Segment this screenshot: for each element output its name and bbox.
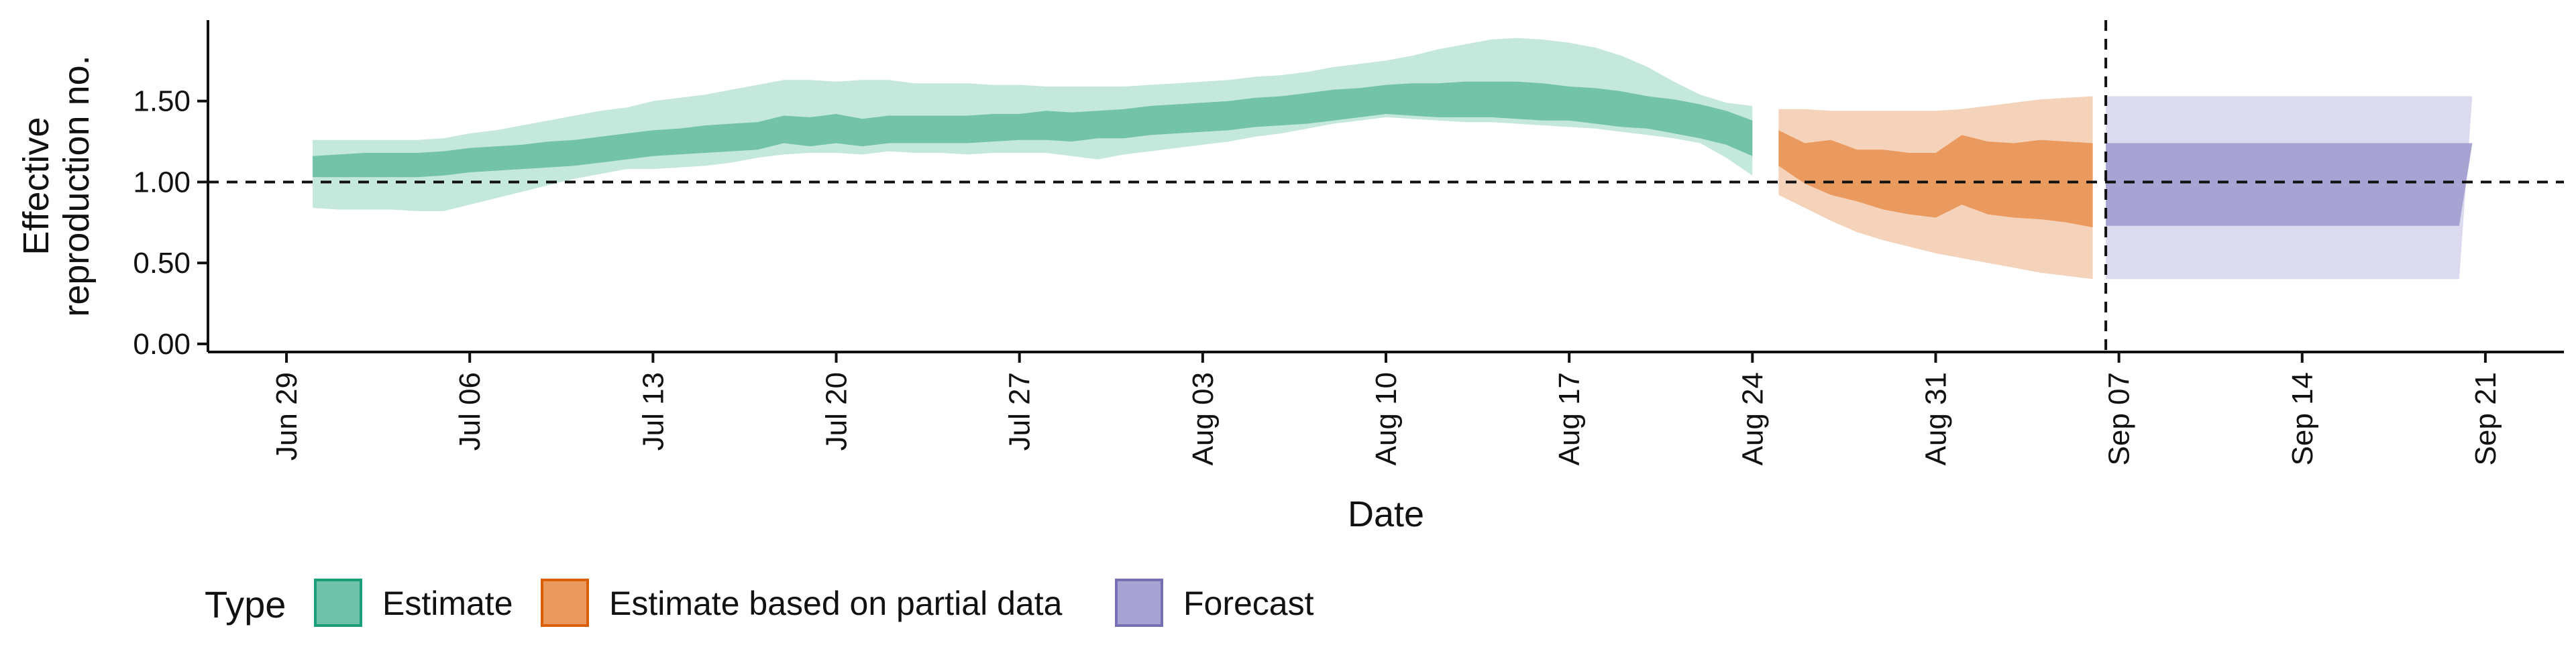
legend-label: Estimate based on partial data (609, 585, 1063, 622)
x-tick-label: Jul 06 (453, 372, 486, 451)
estimate-inner-band (313, 81, 1753, 178)
y-tick-label: 1.50 (133, 85, 191, 118)
axes: 0.00 0.50 1.00 1.50 Jun 29 Jul 06 Jul 13 Jul 20… (16, 20, 2564, 534)
x-tick-label: Jul 20 (820, 372, 853, 451)
x-tick-label: Aug 03 (1187, 372, 1220, 465)
y-axis-title-line: reproduction no. (56, 55, 97, 316)
forecast-inner-band (2106, 143, 2473, 226)
y-tick-label: 0.50 (133, 247, 191, 280)
y-tick-label: 1.00 (133, 166, 191, 198)
reference-lines (208, 20, 2564, 352)
x-tick-label: Aug 17 (1553, 372, 1586, 465)
x-tick-label: Jun 29 (270, 372, 303, 461)
legend-label: Forecast (1183, 585, 1314, 622)
x-tick-label: Sep 21 (2469, 372, 2502, 465)
x-axis-title: Date (1348, 494, 1424, 534)
y-tick-label: 0.00 (133, 328, 191, 361)
x-tick-label: Sep 07 (2103, 372, 2136, 465)
partial-estimate-inner-band (1778, 130, 2093, 228)
x-tick-label: Aug 24 (1736, 372, 1769, 465)
x-tick-label: Jul 13 (637, 372, 669, 451)
y-axis-title-line: Effective (16, 117, 56, 255)
x-tick-label: Jul 27 (1004, 372, 1036, 451)
ribbon-layer (313, 38, 2473, 280)
x-tick-label: Sep 14 (2286, 372, 2319, 465)
legend-key (541, 579, 589, 627)
x-tick-label: Aug 31 (1919, 372, 1952, 465)
legend-key (314, 579, 362, 627)
legend-title: Type (205, 583, 286, 626)
legend-key (1115, 579, 1163, 627)
x-tick-label: Aug 10 (1370, 372, 1403, 465)
legend-label: Estimate (382, 585, 513, 622)
legend: Type Estimate Estimate based on partial da… (205, 579, 1314, 627)
